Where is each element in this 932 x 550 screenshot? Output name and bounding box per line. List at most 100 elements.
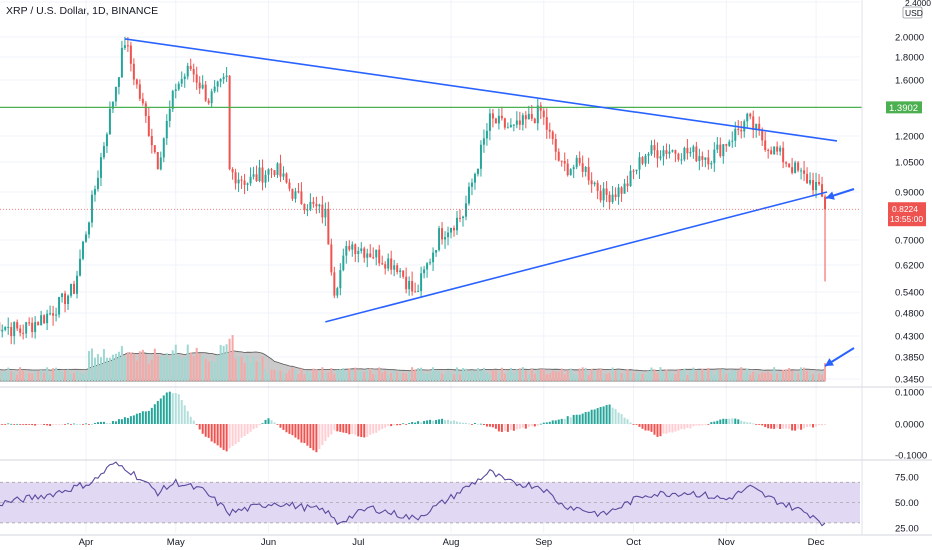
macd-bar bbox=[282, 424, 285, 430]
price-tick-label: 2.0000 bbox=[895, 33, 924, 44]
volume-bar bbox=[417, 367, 420, 381]
candle-body bbox=[638, 157, 641, 170]
candle-body bbox=[470, 182, 473, 187]
candle-body bbox=[31, 322, 34, 333]
macd-bar bbox=[722, 418, 725, 424]
macd-bar bbox=[159, 398, 162, 424]
macd-bar bbox=[734, 418, 737, 424]
candle-body bbox=[815, 181, 818, 191]
macd-bar bbox=[25, 424, 28, 425]
macd-bar bbox=[746, 422, 749, 424]
candle-body bbox=[180, 79, 183, 84]
macd-bar bbox=[638, 424, 641, 427]
candle-body bbox=[219, 79, 222, 82]
candle-body bbox=[809, 180, 812, 184]
volume-bar bbox=[485, 373, 488, 381]
macd-bar bbox=[405, 424, 408, 425]
candle-body bbox=[126, 45, 129, 47]
volume-bar bbox=[710, 369, 713, 381]
candle-body bbox=[626, 183, 629, 187]
volume-bar bbox=[737, 370, 740, 381]
candle-body bbox=[812, 180, 815, 191]
volume-bar bbox=[183, 357, 186, 381]
volume-bar bbox=[530, 368, 533, 381]
macd-bar bbox=[201, 424, 204, 434]
volume-bar bbox=[402, 372, 405, 381]
volume-bar bbox=[536, 369, 539, 381]
volume-bar bbox=[773, 367, 776, 381]
candle-body bbox=[195, 74, 198, 83]
macd-bar bbox=[812, 424, 815, 428]
candle-body bbox=[701, 156, 704, 160]
candle-body bbox=[806, 173, 809, 184]
price-tick-label: 0.4300 bbox=[895, 332, 924, 343]
candle-body bbox=[70, 283, 73, 296]
x-tick-label: Jun bbox=[261, 537, 276, 548]
volume-bar bbox=[521, 367, 524, 381]
macd-bar bbox=[1, 424, 4, 425]
volume-bar bbox=[450, 373, 453, 381]
candle-body bbox=[450, 227, 453, 233]
volume-bar bbox=[276, 371, 279, 381]
macd-bar bbox=[309, 424, 312, 449]
volume-bar bbox=[55, 367, 58, 381]
volume-bar bbox=[4, 371, 7, 381]
macd-bar bbox=[303, 424, 306, 444]
volume-bar bbox=[662, 372, 665, 381]
macd-bar bbox=[189, 416, 192, 424]
volume-bar bbox=[554, 371, 557, 381]
x-tick-label: Jul bbox=[352, 537, 364, 548]
macd-bar bbox=[327, 424, 330, 438]
candlestick-series bbox=[0, 36, 827, 345]
macd-bar bbox=[31, 424, 34, 426]
macd-bar bbox=[399, 424, 402, 426]
macd-bar bbox=[210, 424, 213, 442]
volume-bar bbox=[64, 370, 67, 381]
candle-body bbox=[7, 326, 10, 328]
macd-tick-label: 0.1000 bbox=[895, 388, 924, 399]
volume-panel bbox=[0, 335, 827, 382]
candle-body bbox=[240, 179, 243, 181]
candle-body bbox=[330, 244, 333, 273]
candle-body bbox=[716, 144, 719, 150]
macd-bar bbox=[360, 424, 363, 438]
macd-bar bbox=[806, 424, 809, 428]
candle-body bbox=[494, 118, 497, 124]
macd-panel: 0.1000 0.0000 -0.1000 bbox=[0, 388, 927, 462]
macd-bar bbox=[779, 424, 782, 430]
candle-body bbox=[64, 293, 67, 305]
macd-bar bbox=[512, 424, 515, 431]
candle-body bbox=[444, 237, 447, 240]
candle-body bbox=[441, 228, 444, 240]
candle-body bbox=[237, 179, 240, 184]
candle-body bbox=[725, 144, 728, 146]
macd-bar bbox=[186, 411, 189, 424]
volume-bar bbox=[372, 374, 375, 381]
volume-bar bbox=[267, 373, 270, 381]
macd-bar bbox=[342, 424, 345, 433]
candle-body bbox=[677, 153, 680, 160]
volume-bar bbox=[291, 367, 294, 381]
macd-bar bbox=[354, 424, 357, 435]
volume-bar bbox=[503, 373, 506, 381]
volume-bar bbox=[456, 367, 459, 381]
macd-bar bbox=[698, 424, 701, 426]
volume-bar bbox=[333, 373, 336, 381]
volume-bar bbox=[28, 373, 31, 381]
macd-bar bbox=[575, 414, 578, 424]
candle-body bbox=[447, 232, 450, 238]
macd-bar bbox=[58, 424, 61, 425]
macd-bar bbox=[114, 421, 117, 424]
macd-bar bbox=[102, 421, 105, 424]
volume-bar bbox=[336, 369, 339, 381]
volume-bar bbox=[599, 368, 602, 381]
candle-body bbox=[656, 150, 659, 159]
macd-bar bbox=[695, 424, 698, 426]
candle-body bbox=[533, 118, 536, 124]
grid-lines bbox=[0, 0, 860, 533]
candle-body bbox=[351, 244, 354, 250]
macd-bar bbox=[216, 424, 219, 446]
macd-bar bbox=[261, 423, 264, 424]
